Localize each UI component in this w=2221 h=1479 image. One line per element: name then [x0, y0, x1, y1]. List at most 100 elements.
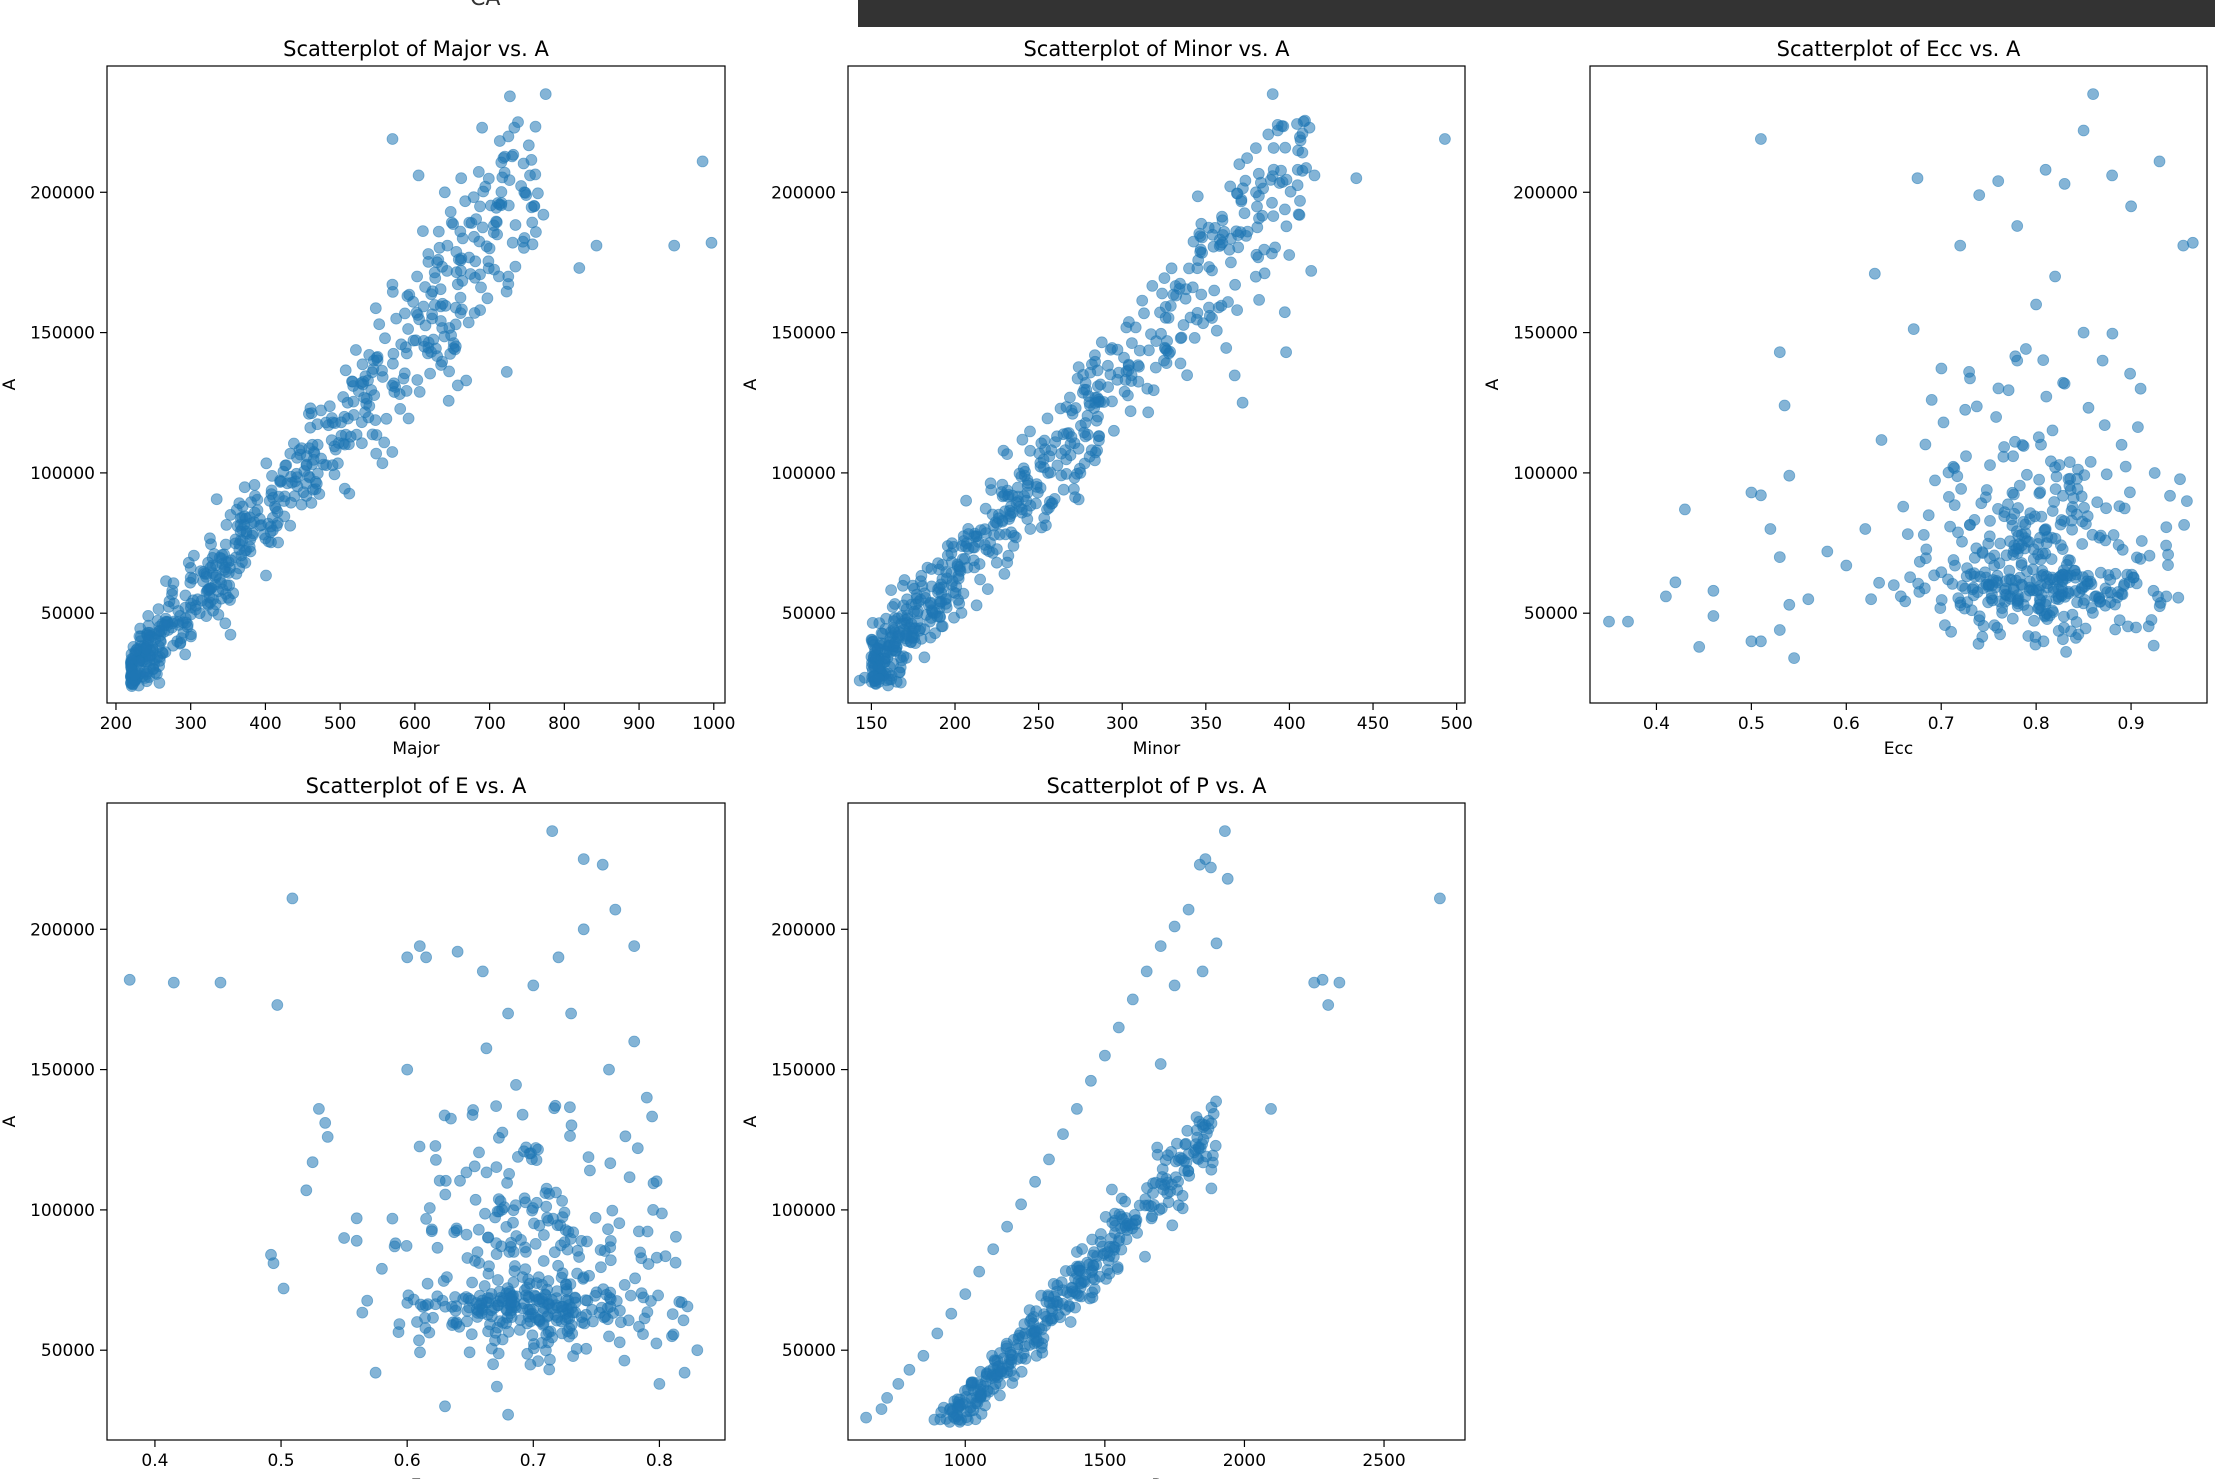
scatter-point: [1065, 1281, 1078, 1294]
scatter-point: [860, 1411, 872, 1424]
scatter-point: [1679, 503, 1691, 516]
x-tick-label: 400: [1273, 714, 1305, 734]
scatter-point: [537, 208, 550, 221]
y-tick-label: 200000: [1513, 183, 1578, 203]
scatter-point: [1021, 486, 1034, 499]
scatter-point: [369, 1366, 382, 1379]
scatter-point: [1205, 1182, 1218, 1195]
scatter-point: [1918, 582, 1931, 595]
x-tick-label: 500: [324, 714, 356, 734]
scatter-point: [491, 1274, 504, 1286]
scatter-point: [1308, 169, 1321, 182]
scatter-point: [1994, 537, 2007, 550]
scatter-point: [2029, 631, 2042, 643]
scatter-point: [557, 1300, 569, 1313]
scatter-point: [2039, 163, 2052, 176]
scatter-point: [1955, 482, 1967, 495]
scatter-point: [865, 650, 878, 663]
scatter-point: [1773, 346, 1786, 359]
scatter-point: [410, 306, 423, 319]
x-tick-label: 150: [855, 714, 887, 734]
scatter-point: [1984, 459, 1996, 472]
scatter-point: [1253, 189, 1265, 202]
scatter-point: [398, 307, 411, 320]
scatter-point: [370, 351, 383, 364]
scatter-point: [590, 239, 603, 252]
subplot-4: 0.4 0.5 0.6 0.7 0.8 50000 100000 150000 200000 Sc…: [0, 774, 726, 1479]
scatter-point: [419, 1322, 432, 1334]
scatter-point: [184, 576, 197, 589]
scatter-point: [943, 1416, 956, 1428]
scatter-point: [2174, 473, 2186, 486]
scatter-point: [915, 569, 928, 582]
scatter-point: [565, 1007, 577, 1020]
scatter-point: [537, 1317, 550, 1330]
scatter-point: [1693, 641, 1706, 653]
scatter-point: [239, 556, 252, 569]
y-tick-label: 150000: [30, 1061, 95, 1081]
scatter-point: [1147, 1187, 1159, 1199]
scatter-point: [432, 225, 445, 238]
scatter-point: [1236, 396, 1249, 409]
scatter-point: [502, 1007, 515, 1020]
scatter-point: [376, 364, 388, 377]
scatter-point: [2164, 489, 2176, 502]
scatter-point: [423, 1202, 436, 1214]
scatter-point: [432, 253, 445, 266]
scatter-point: [2109, 567, 2122, 580]
scatter-point: [2007, 450, 2019, 463]
scatter-point: [1131, 1227, 1143, 1239]
axes-frame: [106, 802, 726, 1441]
scatter-point: [1992, 175, 2005, 188]
scatter-point: [638, 1312, 651, 1325]
scatter-point: [2057, 489, 2069, 502]
scatter-point: [167, 976, 180, 989]
x-tick-label: 250: [1022, 714, 1054, 734]
scatter-point: [306, 1156, 319, 1169]
scatter-point: [476, 121, 489, 134]
scatter-point: [2094, 529, 2107, 542]
scatter-point: [1081, 409, 1094, 422]
y-tick-label: 150000: [30, 324, 95, 344]
scatter-point: [604, 1157, 617, 1170]
scatter-point: [546, 1331, 558, 1344]
scatter-point: [1165, 262, 1178, 275]
scatter-point: [2115, 438, 2128, 451]
data-points: [123, 825, 704, 1421]
scatter-point: [1024, 523, 1037, 535]
scatter-point: [399, 341, 412, 354]
scatter-point: [424, 367, 437, 380]
scatter-point: [565, 1119, 578, 1132]
scatter-point: [479, 1207, 491, 1220]
scatter-point: [313, 488, 326, 500]
scatter-point: [1971, 586, 1984, 598]
scatter-point: [2096, 354, 2109, 367]
scatter-point: [429, 1298, 442, 1311]
scatter-point: [960, 494, 972, 507]
x-tick-label: 1000: [944, 1451, 987, 1471]
scatter-point: [2013, 571, 2026, 584]
scatter-point: [631, 1142, 644, 1155]
scatter-point: [461, 1252, 474, 1264]
x-tick-label: 0.7: [1928, 714, 1955, 734]
scatter-point: [2040, 390, 2053, 403]
scatter-point: [2112, 539, 2125, 551]
scatter-point: [184, 630, 197, 643]
subplot-2: 150 200 250 300 350 400 450 500 50000 100000 15000…: [741, 37, 1473, 759]
scatter-point: [2063, 456, 2076, 469]
scatter-point: [1112, 366, 1125, 379]
scatter-point: [1203, 309, 1216, 322]
scatter-point: [503, 90, 516, 103]
scatter-point: [673, 1295, 686, 1308]
scatter-point: [295, 442, 308, 455]
scatter-point: [563, 1312, 576, 1325]
scatter-point: [2035, 510, 2048, 523]
scatter-point: [311, 467, 324, 480]
scatter-point: [1032, 1335, 1045, 1348]
scatter-point: [1021, 513, 1034, 525]
scatter-point: [2056, 633, 2069, 646]
scatter-point: [956, 540, 968, 552]
scatter-point: [469, 1193, 482, 1206]
scatter-point: [678, 1366, 691, 1379]
scatter-point: [2113, 500, 2126, 513]
